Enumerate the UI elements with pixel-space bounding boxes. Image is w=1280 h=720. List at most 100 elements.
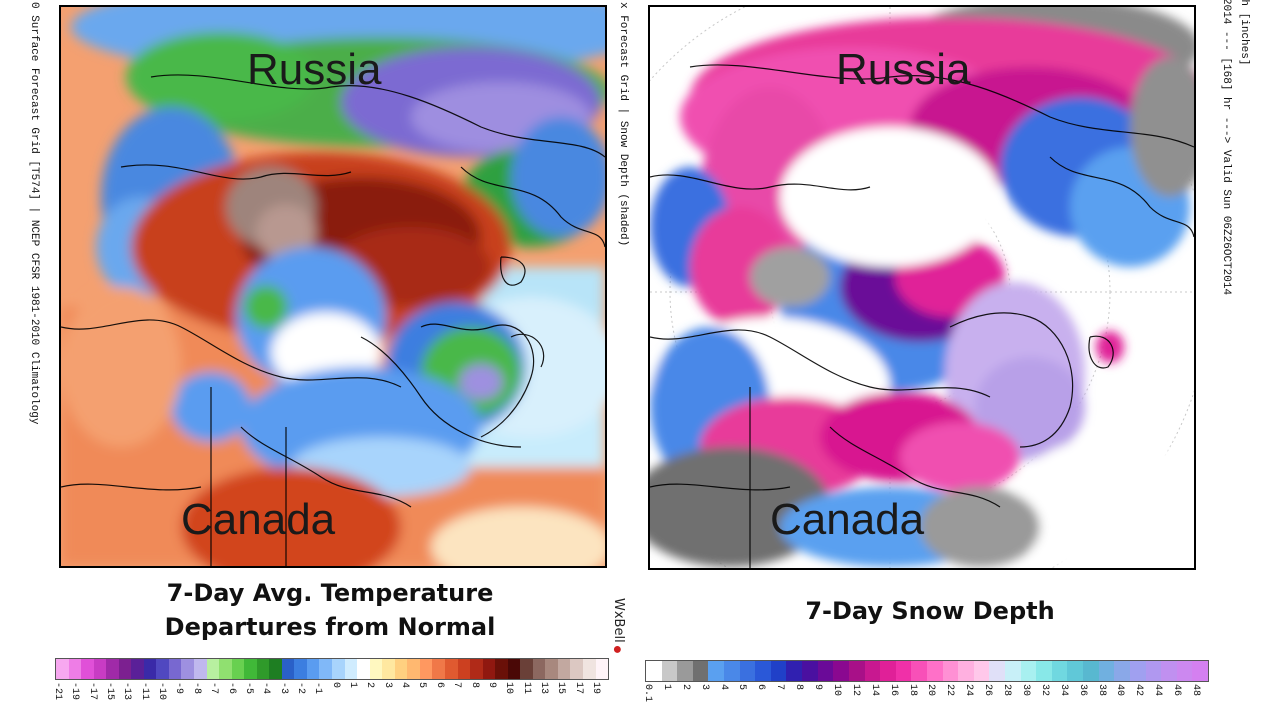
temperature-legend-swatch — [93, 659, 107, 679]
temperature-legend-swatch — [545, 659, 558, 679]
snow-depth-legend-swatch — [1051, 661, 1068, 681]
temperature-legend-swatch — [319, 659, 333, 679]
temperature-legend-swatch — [168, 659, 182, 679]
temperature-legend-tick-label: -3 — [277, 682, 289, 695]
temperature-legend-swatch — [244, 659, 257, 679]
snow-depth-legend-swatch — [989, 661, 1006, 681]
temperature-legend-tick-label: -19 — [69, 682, 81, 701]
temperature-legend-tick-label: 5 — [416, 682, 428, 689]
temperature-legend-swatch — [156, 659, 169, 679]
temperature-legend-swatch — [495, 659, 508, 679]
snow-depth-legend-swatch — [926, 661, 943, 681]
snow-depth-legend-swatch — [1192, 661, 1208, 681]
right-map-label-russia: Russia — [836, 45, 971, 94]
snow-depth-legend-swatch — [864, 661, 881, 681]
snow-depth-legend-swatch — [661, 661, 678, 681]
temperature-legend-swatch — [118, 659, 132, 679]
snow-depth-legend-ticks: 0.1 1 2 3 4 5 6 7 8 9 10 12 14 16 18 20 22 24 26 28 30 32 34 36… — [642, 684, 1207, 720]
temperature-legend-tick-label: 9 — [485, 682, 497, 689]
snow-depth-legend-tick-label: 20 — [925, 684, 937, 697]
snow-depth-legend-tick-label: 44 — [1152, 684, 1164, 697]
left-map-side-label: 0 Surface Forecast Grid [T574] | NCEP CF… — [28, 2, 40, 425]
temperature-legend-swatch — [256, 659, 270, 679]
temperature-legend-tick-label: 6 — [433, 682, 445, 689]
temperature-legend-swatch — [444, 659, 458, 679]
snow-depth-legend-tick-label: 46 — [1171, 684, 1183, 697]
temperature-legend-swatch — [219, 659, 232, 679]
temperature-legend-tick-label: -5 — [242, 682, 254, 695]
temperature-legend-swatch — [382, 659, 395, 679]
snow-depth-legend-tick-label: 42 — [1133, 684, 1145, 697]
snow-depth-legend-swatch — [802, 661, 818, 681]
wxbell-dot-icon: ● — [612, 642, 622, 654]
temperature-caption: 7-Day Avg. Temperature Departures from N… — [130, 576, 530, 644]
temperature-legend-swatch — [306, 659, 320, 679]
temperature-legend-tick-label: -17 — [86, 682, 98, 701]
temperature-legend-tick-label: 19 — [590, 682, 601, 695]
snow-depth-legend-tick-label: 36 — [1076, 684, 1088, 697]
snow-depth-legend-tick-label: 34 — [1057, 684, 1069, 697]
temperature-legend-tick-label: -7 — [208, 682, 220, 695]
temperature-legend-tick-label: -2 — [294, 682, 306, 695]
right-map-side-label-2: 2014 --- [168] hr ---> Valid Sun 06Z26OC… — [1220, 0, 1232, 296]
snow-depth-legend-swatch — [1161, 661, 1177, 681]
temperature-legend-swatch — [181, 659, 195, 679]
temperature-legend-ticks: -21 -19 -17 -15 -13 -11 -10 -9 -8 -7 -6 -5 -4 -3 -2 -1 0… — [52, 682, 607, 718]
temperature-legend-swatch — [595, 659, 609, 679]
snow-depth-legend-swatch — [1129, 661, 1146, 681]
snow-depth-legend-tick-label: 18 — [906, 684, 918, 697]
snow-depth-legend-tick-label: 3 — [698, 684, 710, 691]
snow-depth-legend-swatch — [848, 661, 865, 681]
snow-depth-legend-tick-label: 4 — [717, 684, 729, 691]
temperature-legend-swatch — [281, 659, 295, 679]
wxbell-text: WxBell — [611, 598, 626, 643]
temperature-legend-tick-label: -1 — [312, 682, 324, 695]
snow-depth-legend-swatch — [942, 661, 959, 681]
snow-depth-legend-tick-label: 8 — [793, 684, 805, 691]
temperature-legend-tick-label: -4 — [260, 682, 272, 695]
snow-depth-legend-swatch — [739, 661, 756, 681]
temperature-legend-swatch — [394, 659, 408, 679]
temperature-legend-tick-label: -10 — [156, 682, 168, 701]
snow-depth-legend-tick-label: 10 — [830, 684, 842, 697]
snow-depth-legend-tick-label: 12 — [849, 684, 861, 697]
temperature-legend-tick-label: -8 — [190, 682, 202, 695]
right-map-side-label-inner: x Forecast Grid | Snow Depth (shaded) — [617, 2, 629, 247]
snow-depth-legend-swatch — [1005, 661, 1021, 681]
temperature-legend-tick-label: 3 — [381, 682, 393, 689]
temperature-legend-swatch — [407, 659, 420, 679]
temperature-legend-swatch — [231, 659, 245, 679]
temperature-legend-tick-label: 7 — [451, 682, 463, 689]
temperature-legend-tick-label: 8 — [468, 682, 480, 689]
snow-depth-legend-tick-label: 2 — [679, 684, 691, 691]
temperature-legend-swatch — [357, 659, 370, 679]
temperature-legend-tick-label: -11 — [138, 682, 150, 701]
temperature-legend-tick-label: 17 — [572, 682, 584, 695]
temperature-legend-swatch — [344, 659, 358, 679]
snow-depth-legend-swatch — [973, 661, 990, 681]
snow-depth-legend-tick-label: 9 — [812, 684, 824, 691]
temperature-legend-swatch — [419, 659, 433, 679]
snow-depth-legend-tick-label: 38 — [1095, 684, 1107, 697]
snow-depth-legend-swatch — [770, 661, 787, 681]
snow-depth-legend-swatch — [958, 661, 974, 681]
temperature-legend-swatch — [470, 659, 483, 679]
temperature-legend-swatch — [81, 659, 94, 679]
snow-depth-legend-swatch — [833, 661, 849, 681]
snow-depth-legend-swatch — [755, 661, 771, 681]
temperature-legend-tick-label: -13 — [121, 682, 133, 701]
temperature-legend-swatch — [432, 659, 445, 679]
snow-depth-legend-swatch — [1067, 661, 1084, 681]
snow-depth-legend-tick-label: 0.1 — [642, 684, 653, 703]
snow-depth-legend-tick-label: 5 — [736, 684, 748, 691]
right-map-side-label-1: Snow Depth [inches] — [1238, 0, 1250, 66]
snow-depth-legend-swatch — [880, 661, 896, 681]
temperature-legend-swatch — [369, 659, 383, 679]
temperature-legend-swatch — [570, 659, 583, 679]
temperature-legend-tick-label: -9 — [173, 682, 185, 695]
temperature-legend-swatch — [520, 659, 533, 679]
snow-depth-legend-swatch — [1176, 661, 1193, 681]
snow-depth-legend-tick-label: 1 — [660, 684, 672, 691]
temperature-legend-tick-label: 0 — [329, 682, 341, 689]
snow-depth-legend-swatch — [786, 661, 803, 681]
